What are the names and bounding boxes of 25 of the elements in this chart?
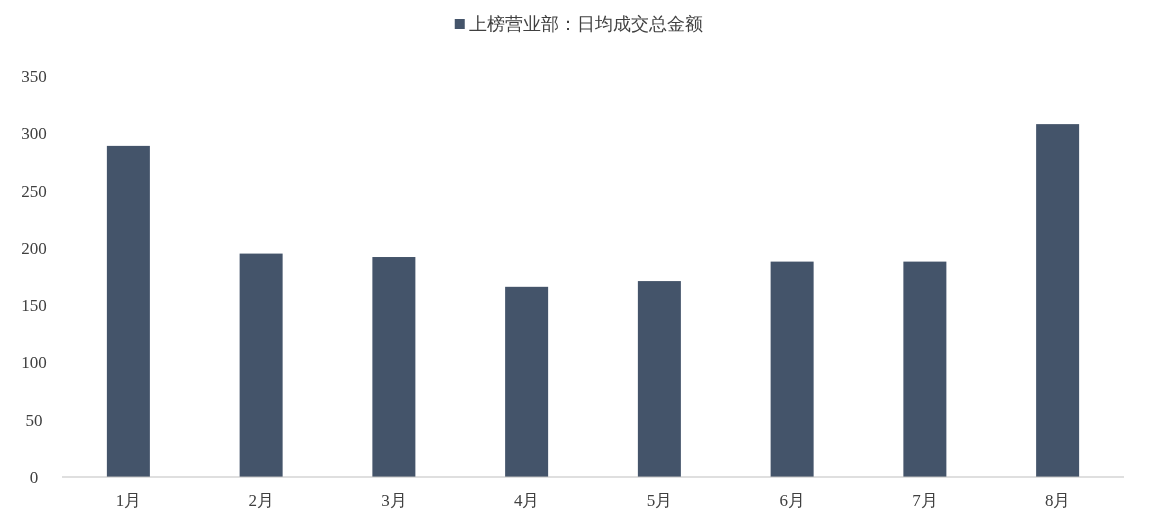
x-tick-label: 6月: [779, 491, 805, 510]
bar: [239, 253, 283, 477]
x-tick-label: 4月: [513, 491, 540, 510]
y-tick-label: 350: [21, 67, 47, 86]
bar: [372, 257, 416, 477]
x-tick-label: 2月: [248, 491, 274, 510]
x-tick-label: 5月: [646, 491, 673, 510]
bar: [106, 145, 150, 477]
x-tick-label: 7月: [912, 491, 938, 510]
x-tick-label: 3月: [381, 491, 407, 510]
bar: [637, 281, 681, 477]
x-tick-label: 1月: [115, 491, 142, 510]
y-tick-label: 50: [25, 410, 43, 430]
y-tick-label: 150: [21, 296, 47, 316]
bar: [505, 286, 549, 477]
y-tick-label: 250: [21, 181, 47, 201]
legend-label: 上榜营业部：日均成交总金额: [468, 14, 703, 34]
x-tick-label: 8月: [1044, 491, 1071, 510]
bar: [770, 261, 814, 477]
y-tick-label: 0: [29, 468, 39, 487]
y-tick-label: 200: [21, 238, 47, 258]
y-tick-label: 100: [21, 353, 47, 373]
y-tick-label: 300: [21, 124, 47, 144]
bar: [1036, 124, 1080, 477]
bar: [903, 261, 947, 477]
